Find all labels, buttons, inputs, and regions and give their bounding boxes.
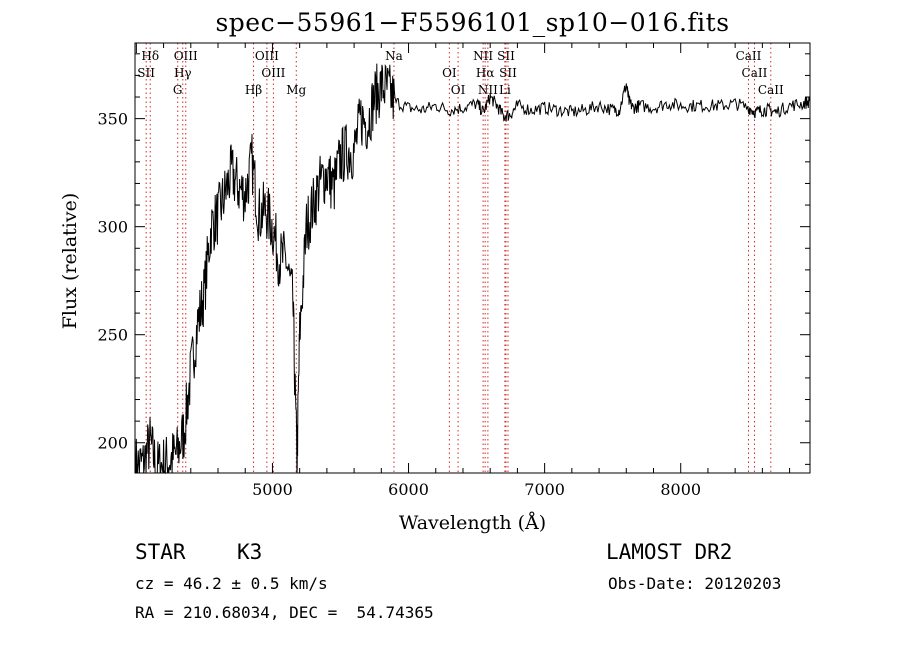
line-label-8: Mg [286,83,306,97]
line-label-17: Li [499,83,511,97]
line-label-11: OI [451,83,466,97]
line-label-7: OIII [261,66,285,80]
survey-name: LAMOST DR2 [606,540,733,564]
coordinates: RA = 210.68034, DEC = 54.74365 [135,603,434,622]
line-label-20: CaII [758,83,784,97]
line-label-3: OIII [174,49,198,63]
line-label-9: Na [385,49,403,63]
y-tick-label: 250 [97,326,128,345]
plot-axes: 5000 6000 7000 8000 200 250 300 350 [97,42,811,499]
line-label-5: Hβ [245,83,262,97]
chart-title: spec−55961−F5596101_sp10−016.fits [215,8,730,37]
line-label-6: OIII [255,49,279,63]
line-label-19: CaII [742,66,768,80]
y-tick-label: 350 [97,110,128,129]
y-tick-label: 200 [97,434,128,453]
object-class: STAR [135,540,186,564]
plot-frame [134,42,811,474]
x-axis-label: Wavelength (Å) [398,512,547,534]
line-label-13: Hα [476,66,495,80]
y-axis-label: Flux (relative) [59,192,81,330]
object-subclass: K3 [237,540,263,564]
spectral-line-labels: HδSIIGOIIIHγHβOIIIOIIIMgNaOIOINIIHαNIISI… [137,49,784,97]
x-tick-label: 8000 [660,480,701,499]
line-label-18: CaII [736,49,762,63]
spectrum-series [135,63,811,475]
spectrum-line [135,63,811,475]
line-label-14: NII [478,83,498,97]
line-label-4: Hγ [174,66,192,80]
line-label-0: Hδ [141,49,159,63]
line-label-1: SII [137,66,155,80]
x-tick-label: 6000 [388,480,429,499]
redshift-cz: cz = 46.2 ± 0.5 km/s [135,574,328,593]
observation-date: Obs-Date: 20120203 [608,574,782,593]
spectral-line-markers [145,43,772,473]
line-label-15: SII [497,49,515,63]
x-tick-label: 7000 [524,480,565,499]
line-label-2: G [173,83,183,97]
x-tick-label: 5000 [252,480,293,499]
y-tick-label: 300 [97,218,128,237]
line-label-10: OI [442,66,457,80]
line-label-12: NII [473,49,493,63]
line-label-16: SII [499,66,517,80]
